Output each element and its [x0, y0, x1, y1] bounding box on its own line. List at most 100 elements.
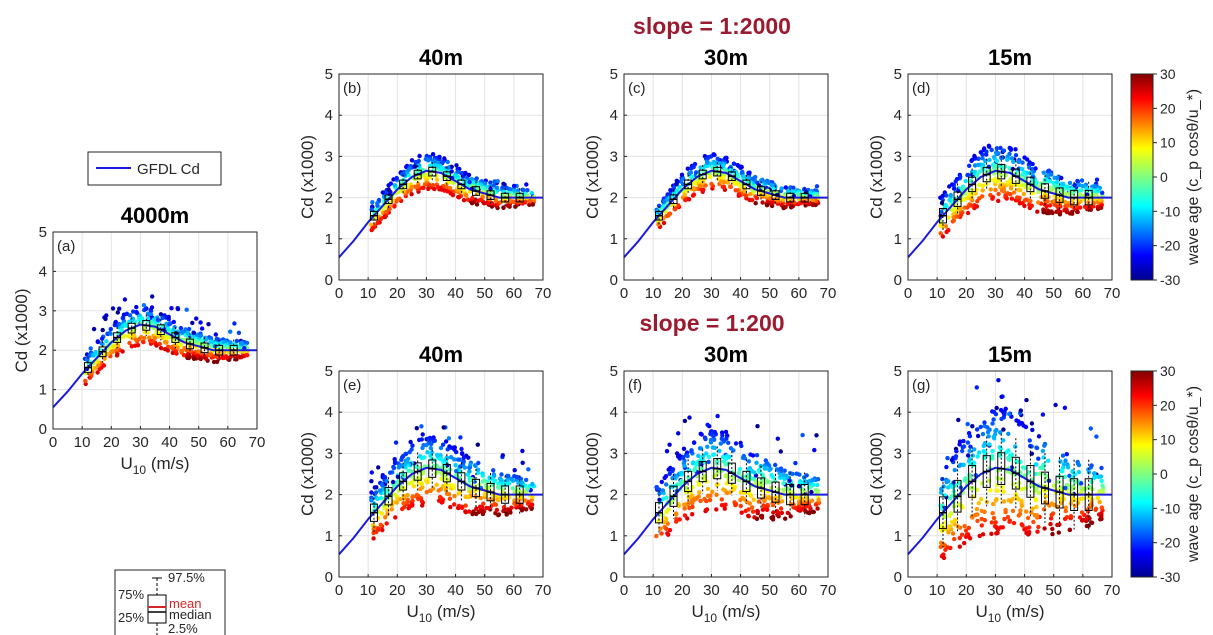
data-point [171, 319, 176, 325]
data-point [154, 343, 159, 348]
data-point [93, 351, 98, 356]
data-point [677, 482, 683, 487]
data-point [981, 449, 986, 454]
boxplot [1070, 181, 1079, 214]
x-tick-label: 0 [335, 285, 343, 302]
data-point [708, 440, 714, 445]
axes-frame [623, 73, 829, 281]
y-axis-label: Cd (x1000) [583, 432, 602, 516]
data-point [991, 417, 996, 422]
data-point [797, 480, 803, 486]
boxplot [457, 174, 466, 194]
data-point [449, 455, 454, 460]
data-point [414, 426, 419, 431]
boxplot [515, 188, 524, 208]
data-point [939, 200, 945, 206]
data-point [1085, 509, 1091, 514]
data-point [419, 424, 424, 429]
panel-e: 0 10 20 30 40 50 60 70 0 1 2 3 4 5 (e) 40m Cd (x1000) U10… [298, 342, 551, 625]
data-point [523, 200, 528, 205]
data-point [456, 195, 462, 200]
legend-label: GFDL Cd [137, 161, 200, 178]
data-point [1002, 412, 1007, 417]
data-point [446, 165, 451, 170]
data-point [100, 327, 105, 333]
y-tick-label: 5 [325, 66, 333, 83]
gfdl-legend: GFDL Cd [87, 151, 222, 186]
data-point [1075, 209, 1080, 215]
data-point [96, 363, 101, 368]
data-point [427, 174, 432, 180]
data-point [753, 201, 758, 206]
data-point [1040, 464, 1046, 469]
data-point [957, 535, 962, 541]
data-point [1020, 160, 1025, 165]
panel-title: 40m [419, 342, 463, 367]
data-point [167, 321, 172, 327]
data-point [690, 485, 695, 490]
data-point [151, 317, 156, 322]
data-point [990, 511, 995, 516]
data-point [420, 503, 425, 508]
data-point [461, 198, 467, 203]
data-point [950, 531, 956, 536]
data-point [738, 490, 743, 495]
data-point [769, 182, 775, 188]
y-tick-label: 4 [325, 404, 333, 421]
data-point [724, 436, 729, 441]
data-point [720, 433, 725, 438]
data-point [1011, 190, 1017, 195]
data-point [1034, 504, 1039, 510]
data-point [1097, 490, 1103, 495]
data-point [474, 506, 479, 511]
data-point [998, 407, 1004, 413]
y-tick-label: 1 [325, 528, 333, 545]
data-point [1062, 405, 1068, 410]
data-point [747, 192, 753, 197]
data-point [950, 219, 955, 224]
data-point [391, 465, 397, 471]
data-point [1048, 521, 1053, 527]
data-point [952, 467, 957, 473]
data-point [423, 156, 428, 162]
data-point [685, 166, 690, 171]
data-point [162, 339, 168, 345]
data-point [1019, 486, 1025, 492]
data-point [1064, 209, 1070, 215]
data-point [141, 339, 146, 344]
data-point [1081, 517, 1086, 523]
key-label-75: 75% [118, 587, 144, 602]
data-point [411, 484, 417, 489]
x-tick-label: 70 [1104, 285, 1121, 302]
data-point [670, 467, 676, 472]
x-tick-label: 20 [958, 285, 975, 302]
data-point [1010, 508, 1016, 514]
data-point [443, 439, 449, 444]
data-point [1009, 156, 1014, 161]
data-point [1093, 474, 1099, 479]
y-tick-label: 4 [39, 263, 47, 280]
data-point [960, 448, 965, 454]
x-tick-label: 30 [418, 285, 435, 302]
x-tick-label: 70 [535, 582, 552, 599]
data-point [1095, 187, 1100, 192]
y-tick-label: 4 [610, 404, 618, 421]
data-point [723, 502, 728, 507]
boxplot [742, 174, 751, 194]
data-point [449, 164, 454, 169]
data-point [967, 448, 972, 454]
data-point [705, 444, 710, 449]
x-tick-label: 70 [820, 582, 837, 599]
data-point [1021, 191, 1026, 197]
data-point [1099, 514, 1104, 519]
data-point [454, 163, 459, 168]
data-point [129, 344, 134, 349]
data-point [475, 470, 481, 475]
data-point [656, 518, 661, 524]
data-point [112, 344, 117, 349]
panel-label: (f) [628, 377, 642, 394]
y-tick-label: 4 [894, 404, 902, 421]
data-point [717, 448, 722, 454]
data-point [184, 353, 190, 358]
data-point [382, 475, 388, 480]
